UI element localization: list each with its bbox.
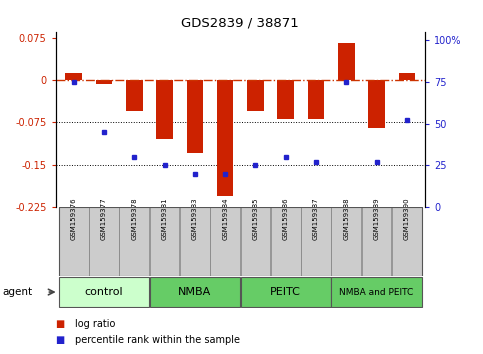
Text: ■: ■: [56, 335, 65, 345]
Bar: [59, 278, 149, 307]
Text: percentile rank within the sample: percentile rank within the sample: [75, 335, 240, 345]
Bar: [126, 80, 142, 111]
Bar: [96, 80, 113, 85]
Bar: [186, 80, 203, 153]
Text: GSM159388: GSM159388: [343, 198, 349, 240]
Bar: [398, 73, 415, 80]
Bar: [338, 43, 355, 80]
Bar: [156, 80, 173, 139]
Text: GSM159389: GSM159389: [373, 198, 380, 240]
Text: control: control: [85, 287, 123, 297]
Text: agent: agent: [2, 287, 32, 297]
Title: GDS2839 / 38871: GDS2839 / 38871: [182, 16, 299, 29]
Bar: [59, 207, 88, 276]
Bar: [271, 207, 300, 276]
Text: NMBA: NMBA: [178, 287, 212, 297]
Text: GSM159387: GSM159387: [313, 198, 319, 240]
Text: GSM159383: GSM159383: [192, 198, 198, 240]
Bar: [89, 207, 119, 276]
Bar: [301, 207, 331, 276]
Bar: [210, 207, 240, 276]
Text: GSM159378: GSM159378: [131, 198, 137, 240]
Text: log ratio: log ratio: [75, 319, 115, 329]
Bar: [150, 207, 179, 276]
Bar: [217, 80, 233, 196]
Bar: [368, 80, 385, 128]
Bar: [331, 207, 361, 276]
Bar: [241, 207, 270, 276]
Bar: [247, 80, 264, 111]
Text: GSM159385: GSM159385: [253, 198, 258, 240]
Bar: [277, 80, 294, 120]
Bar: [362, 207, 391, 276]
Text: GSM159384: GSM159384: [222, 198, 228, 240]
Bar: [65, 73, 82, 80]
Bar: [180, 207, 210, 276]
Text: PEITC: PEITC: [270, 287, 301, 297]
Text: GSM159376: GSM159376: [71, 198, 77, 240]
Bar: [119, 207, 149, 276]
Bar: [392, 207, 422, 276]
Text: GSM159386: GSM159386: [283, 198, 289, 240]
Text: GSM159377: GSM159377: [101, 198, 107, 240]
Text: GSM159381: GSM159381: [162, 198, 168, 240]
Text: ■: ■: [56, 319, 65, 329]
Bar: [331, 278, 422, 307]
Bar: [241, 278, 331, 307]
Text: NMBA and PEITC: NMBA and PEITC: [340, 287, 414, 297]
Text: GSM159390: GSM159390: [404, 198, 410, 240]
Bar: [308, 80, 325, 120]
Bar: [150, 278, 240, 307]
